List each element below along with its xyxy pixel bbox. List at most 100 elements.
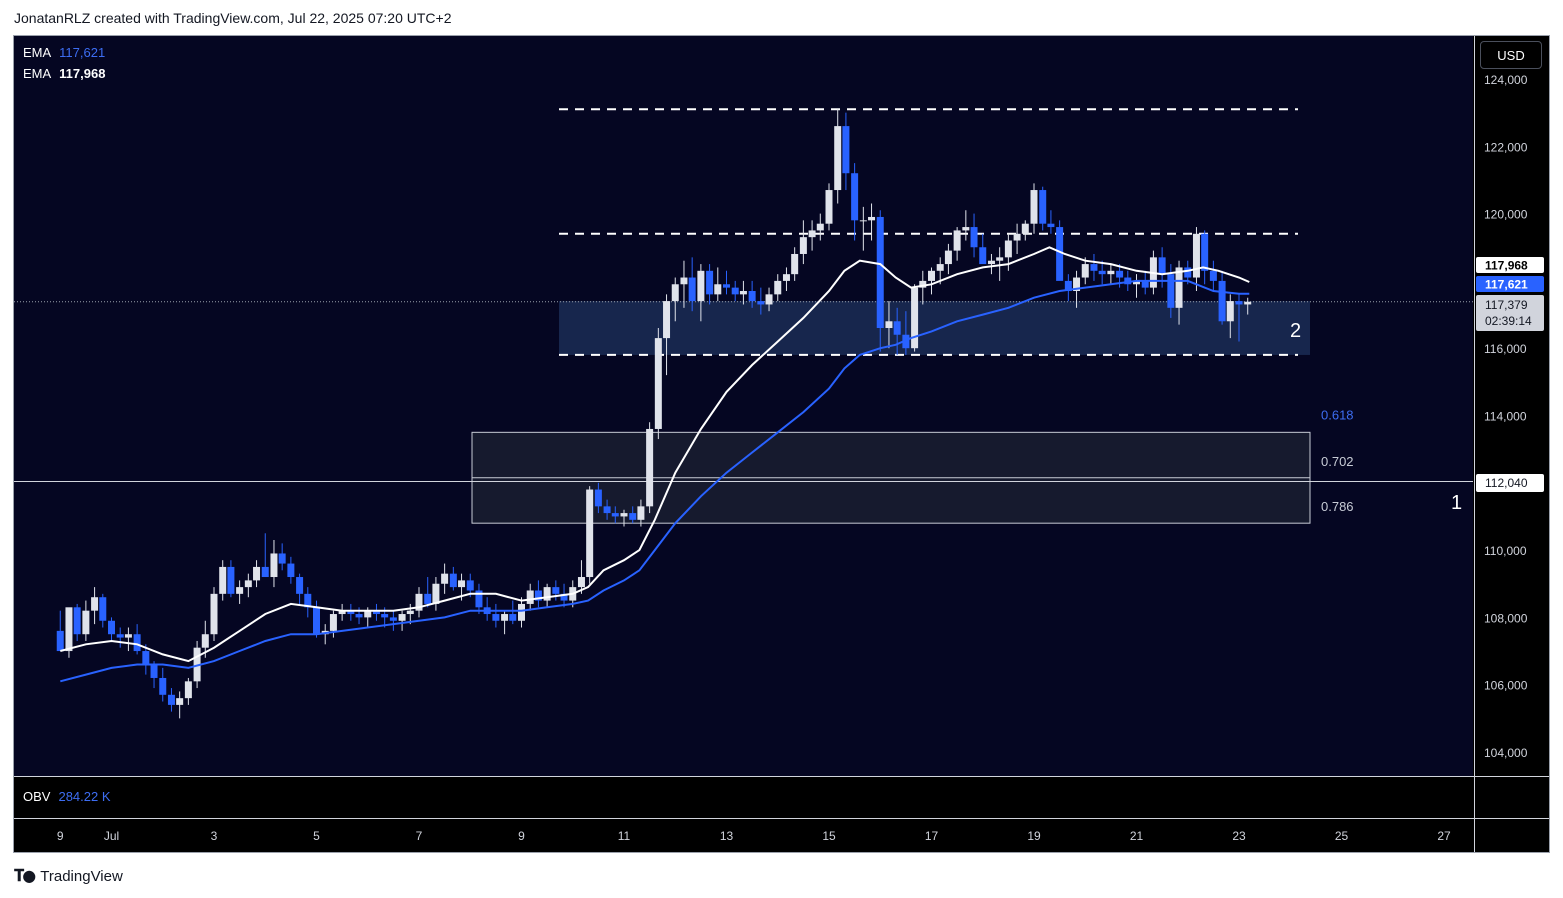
candle-body: [911, 287, 919, 349]
x-tick-label: 5: [313, 829, 320, 843]
candle-body: [253, 566, 261, 581]
candle-body: [389, 617, 397, 621]
candle-body: [304, 593, 312, 608]
candle-body: [167, 694, 175, 705]
candle-body: [859, 220, 867, 222]
candle-body: [466, 580, 474, 591]
tradingview-logo-icon: 𝐓●: [14, 866, 36, 885]
candle-body: [842, 126, 850, 174]
candle-body: [133, 634, 141, 652]
candle-body: [654, 338, 662, 429]
candle-body: [876, 216, 884, 329]
candle-body: [1090, 264, 1098, 271]
candle-body: [159, 677, 167, 695]
candle-body: [415, 593, 423, 611]
candle-body: [731, 287, 739, 295]
tradingview-logo[interactable]: 𝐓● TradingView: [14, 866, 123, 886]
last-price-tag: 117,379: [1485, 298, 1528, 312]
candle-body: [765, 294, 773, 305]
candle-body: [1056, 227, 1064, 281]
candle-body: [1235, 301, 1243, 305]
candle-body: [534, 590, 542, 601]
x-tick-label: 17: [925, 829, 939, 843]
obv-pane-background: [14, 777, 1473, 818]
x-tick-label: 9: [518, 829, 525, 843]
x-tick-label: 25: [1335, 829, 1349, 843]
x-tick-label: Jul: [104, 829, 119, 843]
level-price-tag: 112,040: [1485, 476, 1528, 490]
last-price-tag-bg: [1476, 295, 1544, 331]
candle-body: [236, 587, 244, 594]
candle-body: [1004, 240, 1012, 258]
candle-body: [518, 603, 525, 621]
candle-body: [594, 489, 602, 507]
candle-body: [1081, 264, 1089, 278]
candle-body: [611, 513, 619, 517]
candle-body: [82, 610, 90, 635]
candle-body: [108, 620, 115, 635]
candle-body: [441, 573, 449, 584]
candle-body: [1116, 270, 1124, 278]
y-tick-label: 104,000: [1484, 746, 1528, 760]
candle-body: [184, 681, 192, 699]
fib-label-0702: 0.702: [1321, 454, 1354, 469]
candle-body: [65, 607, 73, 652]
candle-body: [1047, 223, 1055, 228]
ema-legend-white-value: 117,968: [59, 66, 106, 81]
candle-body: [1201, 233, 1209, 271]
y-tick-label: 122,000: [1484, 140, 1528, 154]
candle-body: [99, 597, 107, 621]
candle-body: [629, 513, 637, 520]
x-tick-label: 15: [822, 829, 836, 843]
currency-button[interactable]: USD: [1480, 41, 1542, 69]
candle-body: [680, 277, 688, 285]
candle-body: [671, 284, 679, 302]
candle-body: [979, 247, 987, 265]
obv-legend[interactable]: OBV 284.22 K: [23, 789, 111, 804]
candle-body: [987, 260, 995, 265]
candle-body: [714, 284, 722, 295]
candle-body: [748, 290, 756, 302]
obv-legend-value: 284.22 K: [58, 789, 111, 804]
candle-body: [509, 614, 517, 621]
ema-white-price-tag: 117,968: [1485, 259, 1528, 273]
x-tick-label: 9: [57, 829, 64, 843]
x-tick-label: 7: [416, 829, 423, 843]
candle-body: [706, 270, 714, 295]
candle-body: [364, 610, 372, 618]
candle-body: [663, 301, 671, 339]
ema-legend-white[interactable]: EMA 117,968: [23, 66, 105, 81]
candle-body: [825, 190, 833, 224]
candle-body: [1167, 274, 1175, 308]
candle-body: [406, 610, 414, 615]
candle-body: [637, 506, 645, 520]
candle-body: [219, 566, 227, 594]
candle-body: [142, 651, 150, 665]
candle-body: [338, 610, 346, 615]
tradingview-brand: TradingView: [40, 867, 123, 885]
candle-body: [1133, 280, 1140, 285]
candle-body: [774, 280, 782, 295]
candle-body: [492, 614, 500, 621]
candle-body: [782, 274, 790, 281]
ema-slow-line: [60, 279, 1250, 683]
y-tick-label: 120,000: [1484, 208, 1528, 222]
y-tick-label: 106,000: [1484, 679, 1528, 693]
candle-body: [757, 301, 765, 305]
candle-body: [116, 634, 124, 638]
candle-body: [381, 614, 389, 618]
candle-body: [1073, 277, 1081, 291]
candle-body: [458, 580, 466, 588]
x-tick-label: 23: [1232, 829, 1246, 843]
ema-legend-blue[interactable]: EMA 117,621: [23, 45, 105, 60]
zone-2-box: [559, 301, 1310, 355]
candle-body: [449, 573, 457, 588]
candle-body: [313, 607, 320, 635]
x-tick-label: 21: [1130, 829, 1144, 843]
candle-body: [296, 577, 304, 594]
candle-body: [1184, 267, 1192, 278]
level-1-annotation: 1: [1451, 492, 1462, 514]
candle-body: [893, 321, 901, 335]
ema-fast-line: [60, 246, 1250, 663]
